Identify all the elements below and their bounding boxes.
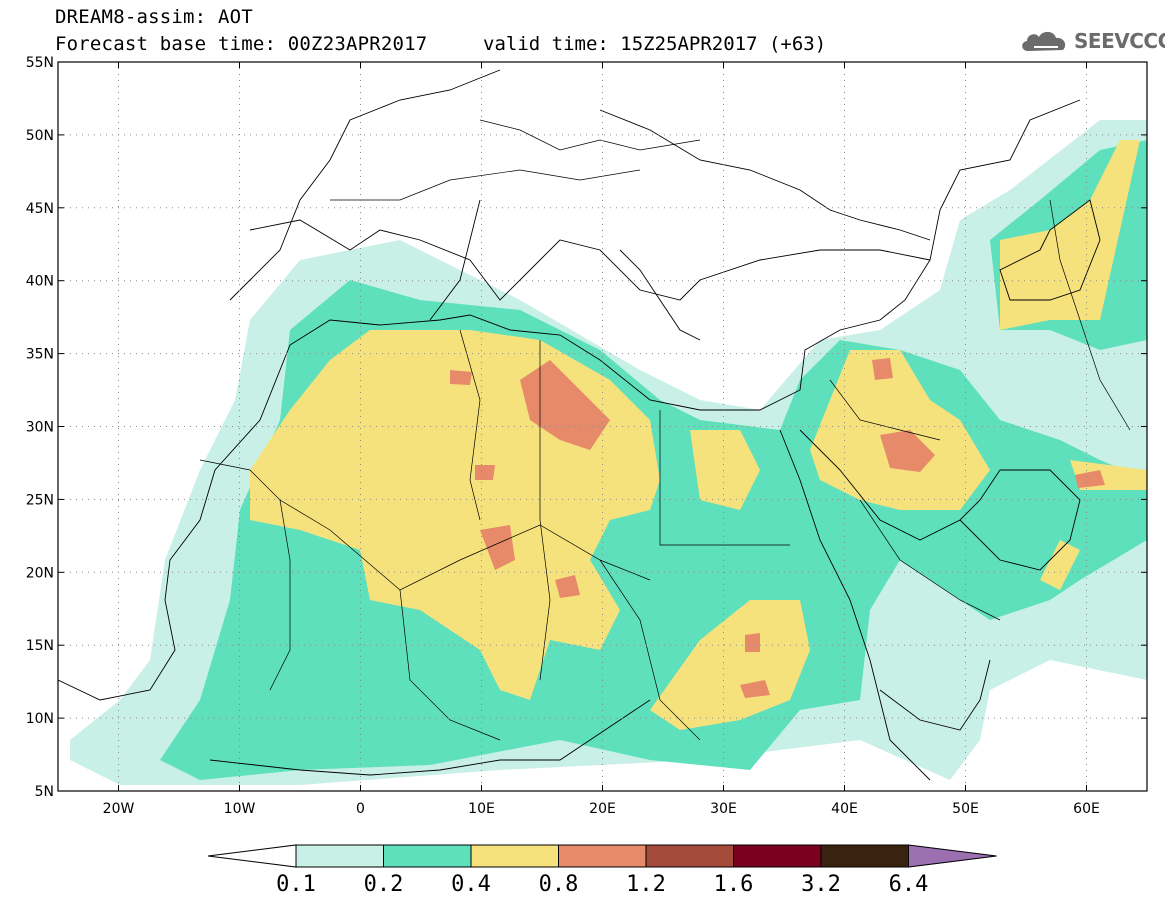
- colorbar-label: 1.2: [626, 872, 666, 897]
- lat-tick-label: 25N: [26, 492, 54, 508]
- aot-band-0.4: [1000, 140, 1140, 330]
- aot-band-0.8: [880, 430, 935, 472]
- lon-tick-label: 20E: [589, 801, 616, 817]
- lat-tick-label: 15N: [26, 638, 54, 654]
- aot-band-0.4: [1040, 540, 1080, 590]
- aot-band-0.8: [450, 370, 472, 385]
- lon-tick-label: 0: [356, 801, 365, 817]
- colorbar-box: [383, 844, 472, 868]
- colorbar-label: 0.4: [451, 872, 491, 897]
- lon-tick-label: 30E: [710, 801, 737, 817]
- colorbar-min-arrow: [207, 844, 297, 868]
- colorbar-label: 3.2: [801, 872, 841, 897]
- colorbar: 0.1 0.2 0.4 0.8 1.2 1.6 3.2 6.4: [207, 844, 997, 897]
- coastlines: [58, 69, 1101, 781]
- valid-time: valid time: 15Z25APR2017 (+63): [483, 33, 827, 55]
- colorbar-box: [645, 844, 734, 868]
- forecast-base-time: Forecast base time: 00Z23APR2017: [55, 33, 428, 55]
- colorbar-label: 0.1: [276, 872, 316, 897]
- colorbar-box: [558, 844, 647, 868]
- aot-band-0.8: [872, 358, 893, 380]
- colorbar-max-arrow: [908, 844, 997, 868]
- lat-tick-label: 50N: [26, 128, 54, 144]
- lat-tick-label: 30N: [26, 420, 54, 436]
- aot-band-0.8: [745, 633, 760, 652]
- lon-tick-label: 10W: [224, 801, 256, 817]
- colorbar-label: 0.8: [539, 872, 579, 897]
- aot-field: [58, 62, 1147, 791]
- colorbar-label: 1.6: [714, 872, 754, 897]
- colorbar-box: [470, 844, 559, 868]
- aot-band-0.4: [650, 600, 810, 730]
- country-borders: [199, 119, 1131, 741]
- lon-tick-label: 50E: [952, 801, 979, 817]
- logo-text: SEEVCCC: [1074, 29, 1165, 53]
- seevccc-logo: SEEVCCC: [1018, 25, 1165, 57]
- aot-band-0.8: [475, 465, 495, 480]
- map-title: DREAM8-assim: AOT: [55, 6, 253, 28]
- lat-tick-label: 10N: [26, 711, 54, 727]
- lon-tick-label: 10E: [468, 801, 495, 817]
- lon-tick-label: 60E: [1073, 801, 1100, 817]
- lon-tick-label: 40E: [831, 801, 858, 817]
- lat-tick-label: 55N: [26, 55, 54, 71]
- lat-tick-label: 35N: [26, 347, 54, 363]
- colorbar-box: [733, 844, 822, 868]
- cloud-logo-icon: [1022, 31, 1066, 51]
- lat-tick-label: 20N: [26, 565, 54, 581]
- colorbar-label: 6.4: [889, 872, 929, 897]
- colorbar-box: [295, 844, 384, 868]
- aot-band-0.8: [1075, 470, 1105, 488]
- colorbar-box: [820, 844, 909, 868]
- longitude-labels: 20W 10W 0 10E 20E 30E 40E 50E 60E: [103, 62, 1100, 817]
- lat-tick-label: 40N: [26, 274, 54, 290]
- aot-band-0.8: [520, 360, 610, 450]
- lon-tick-label: 20W: [103, 801, 135, 817]
- aot-band-0.4: [690, 430, 760, 510]
- colorbar-label: 0.2: [364, 872, 404, 897]
- aot-band-0.8: [740, 680, 770, 698]
- lat-tick-label: 5N: [35, 784, 54, 800]
- aot-band-0.8: [555, 575, 580, 598]
- latitude-labels: 55N 50N 45N 40N 35N 30N 25N 20N 15N 10N 5N: [26, 55, 1147, 800]
- lat-tick-label: 45N: [26, 201, 54, 217]
- aot-band-0.8: [480, 525, 515, 570]
